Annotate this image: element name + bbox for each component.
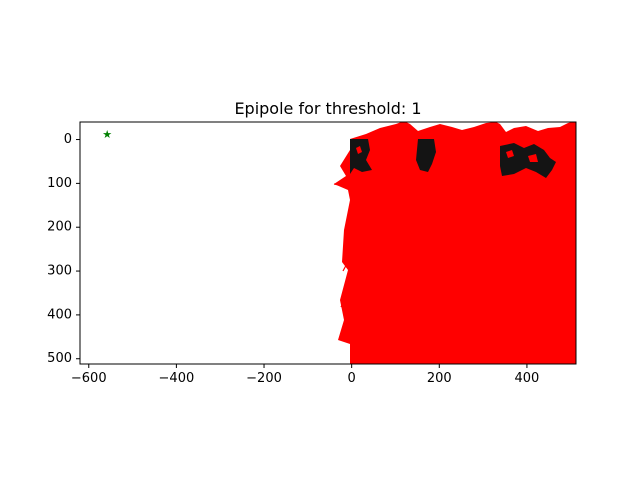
epipole-marker: ★ <box>102 128 112 141</box>
epiline-streak-thin <box>333 183 351 308</box>
y-tick-label: 500 <box>47 351 72 366</box>
y-axis: 0 100 200 300 400 500 <box>47 132 80 366</box>
x-tick-label: 0 <box>348 371 356 386</box>
y-tick-label: 200 <box>47 220 72 235</box>
y-tick-label: 300 <box>47 264 72 279</box>
x-tick-label: −200 <box>246 371 282 386</box>
image-dark-patch-2 <box>416 139 436 172</box>
x-tick-label: −400 <box>159 371 195 386</box>
image-dark-patch-1 <box>350 139 372 174</box>
image-dark-patch-3 <box>500 143 556 178</box>
axes-frame <box>79 121 577 365</box>
epiline-streaks-left <box>334 150 350 344</box>
y-tick-label: 100 <box>47 176 72 191</box>
x-axis: −600 −400 −200 0 200 400 <box>71 364 539 386</box>
plot-area: ★ <box>102 122 576 364</box>
x-tick-label: −600 <box>71 371 107 386</box>
chart-title: Epipole for threshold: 1 <box>234 99 421 118</box>
y-tick-label: 0 <box>64 132 72 147</box>
x-tick-label: 400 <box>515 371 540 386</box>
x-tick-label: 200 <box>427 371 452 386</box>
image-region <box>350 139 576 364</box>
epiline-streaks-top <box>350 122 576 139</box>
y-tick-label: 400 <box>47 307 72 322</box>
